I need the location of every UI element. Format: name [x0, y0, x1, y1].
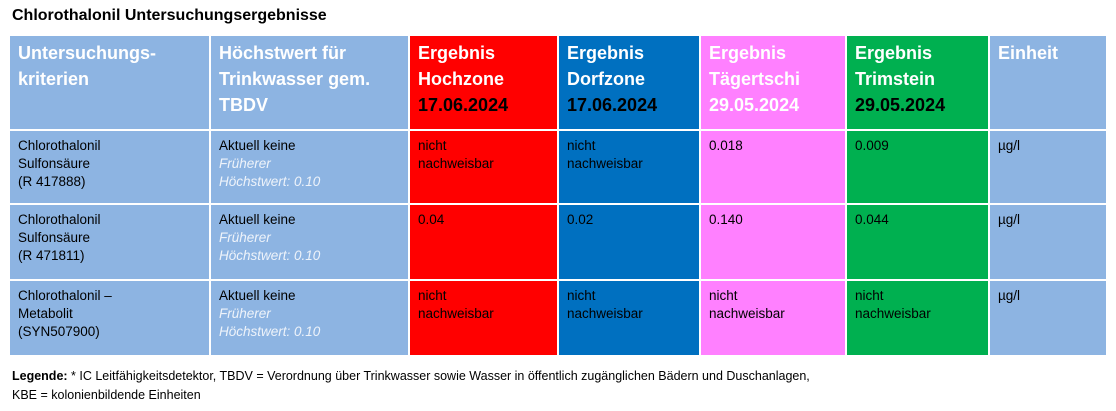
unit-cell: µg/l [990, 205, 1106, 279]
limit-previous: Früherer [219, 306, 271, 321]
result-cell: nicht nachweisbar [701, 281, 845, 355]
unit: µg/l [998, 212, 1021, 227]
criterion-cell: Chlorothalonil Sulfonsäure (R 417888) [10, 131, 209, 203]
criterion-line: (R 471811) [18, 248, 85, 263]
header-cell: Höchstwert für Trinkwasser gem. TBDV [211, 36, 408, 129]
header-line: 17.06.2024 [418, 95, 509, 115]
header-line: Trinkwasser gem. [219, 69, 371, 89]
criterion-line: Sulfonsäure [18, 156, 91, 171]
limit-cell: Aktuell keine Früherer Höchstwert: 0.10 [211, 205, 408, 279]
limit-current: Aktuell keine [219, 138, 296, 153]
limit-cell: Aktuell keine Früherer Höchstwert: 0.10 [211, 131, 408, 203]
unit-cell: µg/l [990, 281, 1106, 355]
result-cell: 0.04 [410, 205, 557, 279]
result-value: nicht nachweisbar [567, 138, 643, 171]
result-cell: 0.018 [701, 131, 845, 203]
legend: Legende: * IC Leitfähigkeitsdetektor, TB… [12, 367, 810, 405]
limit-previous: Früherer [219, 156, 271, 171]
header-line: kriterien [18, 69, 90, 89]
header-line: Tägertschi [709, 69, 801, 89]
criterion-cell: Chlorothalonil Sulfonsäure (R 471811) [10, 205, 209, 279]
unit-cell: µg/l [990, 131, 1106, 203]
header-line: Ergebnis [709, 43, 787, 63]
result-value: 0.018 [709, 138, 743, 153]
limit-cell: Aktuell keine Früherer Höchstwert: 0.10 [211, 281, 408, 355]
result-cell: 0.140 [701, 205, 845, 279]
unit: µg/l [998, 288, 1021, 303]
header-cell: Ergebnis Tägertschi 29.05.2024 [701, 36, 845, 129]
limit-previous: Höchstwert: 0.10 [219, 248, 321, 263]
result-cell: 0.044 [847, 205, 988, 279]
criterion-line: Chlorothalonil [18, 138, 101, 153]
criterion-line: (SYN507900) [18, 324, 100, 339]
result-value: 0.044 [855, 212, 889, 227]
result-value: nicht nachweisbar [418, 138, 494, 171]
criterion-cell: Chlorothalonil – Metabolit (SYN507900) [10, 281, 209, 355]
result-value: 0.04 [418, 212, 445, 227]
result-value: nicht nachweisbar [418, 288, 494, 321]
result-cell: 0.009 [847, 131, 988, 203]
limit-current: Aktuell keine [219, 212, 296, 227]
title: Chlorothalonil Untersuchungsergebnisse [12, 7, 327, 24]
header-cell: Ergebnis Dorfzone 17.06.2024 [559, 36, 699, 129]
result-value: 0.009 [855, 138, 889, 153]
header-line: Höchstwert für [219, 43, 347, 63]
result-value: nicht nachweisbar [709, 288, 785, 321]
header-line: Ergebnis [418, 43, 496, 63]
result-value: nicht nachweisbar [567, 288, 643, 321]
header-cell: Untersuchungs-kriterien [10, 36, 209, 129]
result-value: nicht nachweisbar [855, 288, 931, 321]
legend-line: KBE = kolonienbildende Einheiten [12, 388, 201, 402]
result-value: 0.140 [709, 212, 743, 227]
result-cell: nicht nachweisbar [410, 131, 557, 203]
header-line: 29.05.2024 [709, 95, 800, 115]
header-line: 29.05.2024 [855, 95, 946, 115]
header-line: Untersuchungs- [18, 43, 157, 63]
result-value: 0.02 [567, 212, 594, 227]
header-line: Hochzone [418, 69, 505, 89]
result-cell: nicht nachweisbar [410, 281, 557, 355]
limit-current: Aktuell keine [219, 288, 296, 303]
criterion-line: Chlorothalonil – [18, 288, 112, 303]
header-line: Trimstein [855, 69, 936, 89]
legend-label: Legende: [12, 369, 68, 383]
header-line: TBDV [219, 95, 268, 115]
header-line: Dorfzone [567, 69, 645, 89]
legend-line: * IC Leitfähigkeitsdetektor, TBDV = Vero… [71, 369, 810, 383]
header-line: Ergebnis [855, 43, 933, 63]
result-cell: 0.02 [559, 205, 699, 279]
limit-previous: Höchstwert: 0.10 [219, 324, 321, 339]
header-cell: Ergebnis Hochzone 17.06.2024 [410, 36, 557, 129]
header-line: 17.06.2024 [567, 95, 658, 115]
criterion-line: (R 417888) [18, 174, 86, 189]
result-cell: nicht nachweisbar [559, 281, 699, 355]
unit: µg/l [998, 138, 1021, 153]
result-cell: nicht nachweisbar [559, 131, 699, 203]
result-cell: nicht nachweisbar [847, 281, 988, 355]
criterion-line: Sulfonsäure [18, 230, 91, 245]
criterion-line: Metabolit [18, 306, 73, 321]
results-table: Untersuchungs-kriterien Höchstwert für Tri… [10, 36, 1106, 355]
header-cell: Einheit [990, 36, 1106, 129]
header-line: Einheit [998, 43, 1059, 63]
limit-previous: Früherer [219, 230, 271, 245]
limit-previous: Höchstwert: 0.10 [219, 174, 321, 189]
header-line: Ergebnis [567, 43, 645, 63]
header-cell: Ergebnis Trimstein 29.05.2024 [847, 36, 988, 129]
criterion-line: Chlorothalonil [18, 212, 101, 227]
